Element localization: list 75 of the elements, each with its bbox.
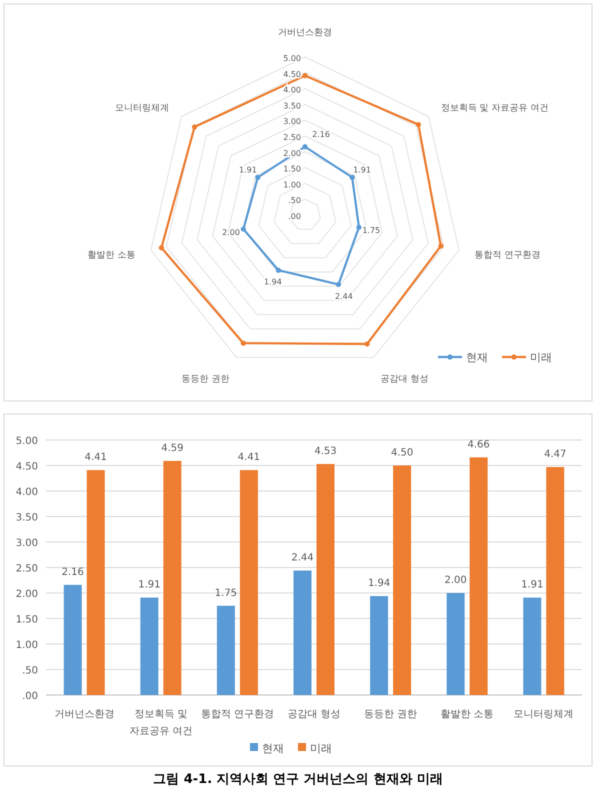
data-label: 1.75 — [214, 588, 238, 599]
y-tick-label: 1.00 — [283, 180, 301, 190]
y-tick-label: 2.50 — [16, 564, 38, 574]
data-label: 2.44 — [291, 552, 314, 564]
bar — [316, 464, 334, 695]
bar — [216, 606, 235, 695]
x-tick-label: 거버넌스환경 — [54, 709, 114, 720]
data-label: 1.75 — [362, 226, 380, 236]
spoke-label: 거버넌스환경 — [278, 28, 332, 38]
y-tick-label: 4.00 — [283, 86, 301, 95]
bar — [240, 470, 258, 695]
data-label: 2.00 — [222, 228, 240, 237]
bar — [470, 457, 488, 695]
spoke-label: 공감대 형성 — [380, 374, 428, 385]
y-tick-label: .00 — [288, 212, 301, 221]
bar — [294, 570, 312, 695]
y-tick-label: 2.00 — [16, 589, 38, 600]
bar — [140, 598, 158, 695]
spoke-label: 활발한 소통 — [88, 250, 136, 261]
data-label: 1.91 — [239, 165, 257, 174]
x-tick-label: 활발한 소통 — [440, 709, 494, 720]
y-tick-label: 3.50 — [16, 512, 38, 524]
bar — [523, 598, 542, 695]
y-tick-label: 1.00 — [16, 640, 38, 651]
data-label: 4.53 — [314, 446, 337, 457]
y-tick-label: .50 — [288, 196, 301, 206]
data-label: 4.41 — [84, 452, 107, 464]
bar — [86, 470, 105, 695]
legend-label: 미래 — [530, 351, 552, 364]
data-label: 1.94 — [368, 578, 390, 590]
bar — [446, 593, 465, 695]
x-tick-label: 모니터링체계 — [514, 709, 574, 720]
data-label: 1.91 — [521, 580, 544, 591]
x-tick-label: 공감대 형성 — [287, 709, 341, 720]
bar — [546, 467, 564, 695]
y-tick-label: 1.50 — [283, 164, 301, 174]
data-label: 1.94 — [264, 278, 282, 287]
y-tick-label: 5.00 — [16, 436, 38, 447]
y-tick-label: 2.50 — [283, 133, 301, 142]
y-tick-label: 3.50 — [283, 101, 301, 110]
data-label: 2.16 — [62, 566, 84, 578]
bar — [370, 596, 388, 695]
y-tick-label: 3.00 — [283, 117, 301, 126]
data-label: 4.50 — [390, 448, 414, 458]
y-tick-label: 4.00 — [16, 487, 38, 498]
x-tick-label: 정보획득 및 자료공유 여건 — [129, 709, 192, 737]
spoke-label: 모니터링체계 — [115, 104, 170, 114]
y-tick-label: .50 — [22, 666, 38, 676]
y-tick-label: 5.00 — [283, 54, 301, 63]
data-label: 1.91 — [353, 165, 371, 174]
spoke-label: 통합적 연구환경 — [474, 250, 540, 261]
legend-label: 현재 — [466, 351, 488, 364]
legend-label: 미래 — [310, 742, 332, 755]
caption: 그림 4-1. 지역사회 연구 거버넌스의 현재와 미래 — [153, 772, 443, 787]
data-label: 2.44 — [335, 292, 353, 301]
data-label: 4.47 — [544, 449, 566, 460]
y-tick-label: 4.50 — [16, 462, 38, 472]
spoke-label: 동등한 권한 — [182, 374, 230, 385]
x-tick-label: 동등한 권한 — [364, 709, 418, 720]
y-tick-label: 4.50 — [283, 70, 301, 79]
y-tick-label: 3.00 — [16, 538, 38, 549]
y-tick-label: .00 — [22, 691, 38, 702]
bar — [163, 460, 182, 695]
legend-label: 현재 — [262, 742, 284, 755]
bar — [393, 466, 412, 695]
x-tick-label: 통합적 연구환경 — [200, 709, 274, 720]
data-label: 4.59 — [161, 442, 184, 454]
y-tick-label: 1.50 — [16, 614, 38, 626]
data-label: 1.91 — [138, 580, 160, 591]
spoke-label: 정보획득 및 자료공유 여건 — [440, 104, 548, 114]
data-label: 2.00 — [444, 575, 467, 586]
data-label: 4.41 — [238, 452, 260, 464]
data-label: 2.16 — [312, 130, 330, 140]
data-label: 4.66 — [468, 439, 490, 450]
bar — [64, 584, 82, 695]
